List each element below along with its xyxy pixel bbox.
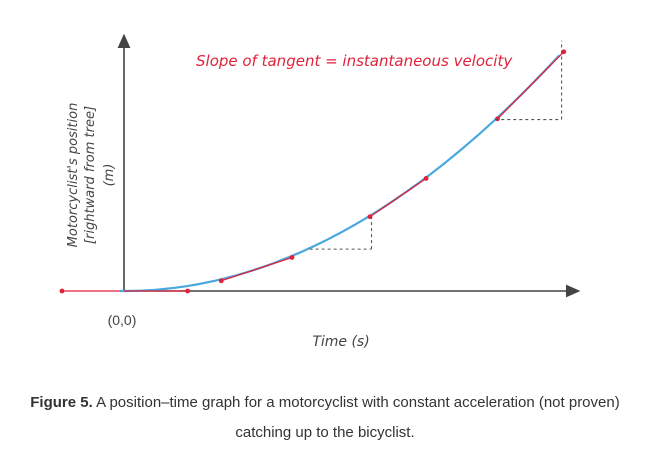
plot-layer: [59, 40, 567, 294]
tangent-line: [497, 51, 565, 120]
tangent-point: [218, 278, 224, 284]
tangent-point: [289, 255, 295, 260]
tangent-line: [221, 256, 293, 282]
x-axis-label: Time (s): [312, 334, 369, 350]
caption-text-line-1: A position–time graph for a motorcyclist…: [92, 394, 620, 411]
tangent-point: [423, 176, 429, 181]
y-axis-label-line-1: Motorcyclist's position: [66, 103, 81, 248]
tangent-point: [561, 49, 567, 55]
caption-text-line-2: catching up to the bicyclist.: [235, 424, 415, 441]
y-axis-label-line-2: [rightward from tree]: [83, 106, 98, 244]
y-axis-label-line-3: (m): [102, 164, 117, 187]
annotation-text: Slope of tangent = instantaneous velocit…: [196, 52, 513, 70]
tangent-point: [495, 116, 500, 122]
figure-caption: Figure 5. A position–time graph for a mo…: [0, 394, 650, 411]
caption-label: Figure 5.: [30, 394, 93, 411]
figure-caption-line-2: catching up to the bicyclist.: [0, 424, 650, 441]
origin-label: (0,0): [108, 312, 137, 328]
tangent-point: [185, 288, 191, 294]
tangent-line: [369, 177, 427, 218]
position-curve: [119, 54, 561, 293]
tangent-point: [59, 288, 65, 294]
